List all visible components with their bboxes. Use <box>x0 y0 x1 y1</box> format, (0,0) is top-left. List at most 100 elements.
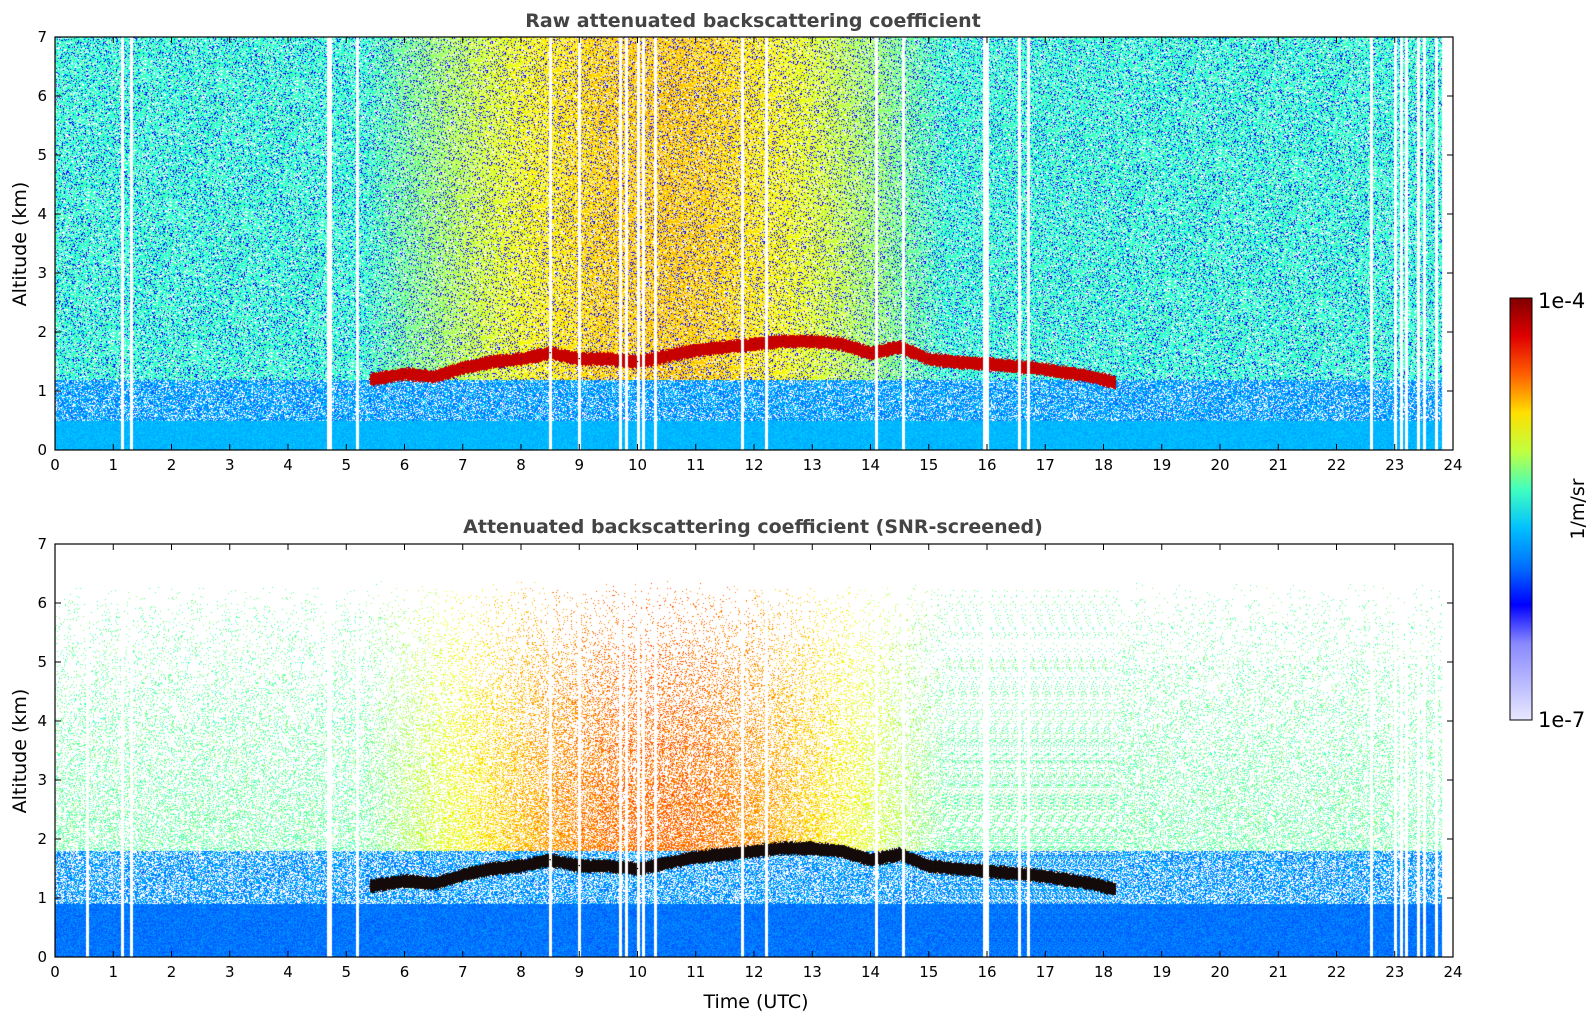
aerosol-layer-point-22 <box>1091 882 1093 885</box>
x-tick-label: 21 <box>1269 456 1288 474</box>
panel-2-aerosol-layer <box>368 847 1116 890</box>
y-tick-label: 3 <box>37 771 47 789</box>
x-tick-label: 22 <box>1327 963 1346 981</box>
aerosol-layer-point-12 <box>724 345 726 348</box>
y-tick-label: 0 <box>37 948 47 966</box>
aerosol-layer-point-16 <box>840 343 843 345</box>
y-tick-label: 2 <box>37 830 47 848</box>
y-tick-label: 2 <box>37 323 47 341</box>
aerosol-layer-point-8 <box>607 357 610 360</box>
x-tick-label: 22 <box>1327 456 1346 474</box>
x-tick-label: 12 <box>744 456 763 474</box>
x-tick-label: 1 <box>108 963 118 981</box>
x-tick-label: 9 <box>574 456 584 474</box>
aerosol-layer-point-13 <box>753 343 755 345</box>
x-tick-label: 16 <box>977 963 996 981</box>
x-tick-label: 14 <box>861 963 880 981</box>
panel-2-y-ticks: 0 1 2 3 4 5 6 7 <box>37 535 1453 966</box>
x-tick-label: 17 <box>1036 963 1055 981</box>
aerosol-layer-point-17 <box>869 858 872 861</box>
aerosol-layer-point-2 <box>432 375 435 378</box>
x-tick-label: 7 <box>458 963 468 981</box>
aerosol-layer-point-18 <box>898 345 901 348</box>
x-tick-label: 4 <box>283 456 293 474</box>
aerosol-layer-point-4 <box>491 867 493 870</box>
x-tick-label: 5 <box>341 963 351 981</box>
aerosol-layer-point-8 <box>607 864 610 867</box>
x-tick-label: 0 <box>50 963 60 981</box>
aerosol-layer-point-10 <box>665 354 668 357</box>
x-tick-label: 7 <box>458 456 468 474</box>
x-tick-label: 15 <box>919 963 938 981</box>
aerosol-layer-point-7 <box>578 864 581 867</box>
y-tick-label: 4 <box>37 205 47 223</box>
y-tick-label: 4 <box>37 712 47 730</box>
x-tick-label: 2 <box>167 456 177 474</box>
aerosol-layer-point-23 <box>1114 381 1116 383</box>
aerosol-layer-point-7 <box>578 357 581 360</box>
y-tick-label: 3 <box>37 264 47 282</box>
x-tick-label: 6 <box>400 963 410 981</box>
y-tick-label: 1 <box>37 889 47 907</box>
x-tick-label: 9 <box>574 963 584 981</box>
x-axis-label: Time (UTC) <box>702 991 808 1013</box>
x-tick-label: 18 <box>1094 456 1113 474</box>
aerosol-layer-point-0 <box>368 885 371 887</box>
panel-1-x-ticks: 0 1 2 3 4 5 6 7 8 9 10 11 12 13 14 15 16 17 18 19 20 21 22 23 24 <box>50 37 1463 474</box>
aerosol-layer-point-1 <box>403 879 406 882</box>
aerosol-layer-point-11 <box>694 348 697 351</box>
x-tick-label: 19 <box>1152 456 1171 474</box>
x-tick-label: 24 <box>1443 456 1462 474</box>
x-tick-label: 2 <box>167 963 177 981</box>
panel-raw: Raw attenuated backscattering coefficien… <box>9 10 1463 474</box>
y-tick-label: 0 <box>37 441 47 459</box>
x-tick-label: 20 <box>1210 963 1229 981</box>
panel-2-heatmap <box>55 544 1453 957</box>
aerosol-layer-point-5 <box>520 864 522 867</box>
aerosol-layer-point-11 <box>694 855 697 858</box>
aerosol-layer-point-18 <box>898 852 901 855</box>
y-tick-label: 6 <box>37 594 47 612</box>
x-tick-label: 24 <box>1443 963 1462 981</box>
aerosol-layer-point-16 <box>840 850 843 852</box>
x-tick-label: 12 <box>744 963 763 981</box>
panel-1-y-ticks: 0 1 2 3 4 5 6 7 <box>37 28 1453 459</box>
colorbar-min-label: 1e-7 <box>1538 708 1585 732</box>
x-tick-label: 10 <box>628 963 647 981</box>
x-tick-label: 15 <box>919 456 938 474</box>
x-tick-label: 13 <box>803 963 822 981</box>
panel-1-title: Raw attenuated backscattering coefficien… <box>525 10 981 32</box>
x-tick-label: 19 <box>1152 963 1171 981</box>
aerosol-layer-point-1 <box>403 372 406 375</box>
aerosol-layer-point-19 <box>927 864 930 867</box>
panel-2-title: Attenuated backscattering coefficient (S… <box>463 516 1043 538</box>
x-tick-label: 17 <box>1036 456 1055 474</box>
aerosol-layer-point-19 <box>927 357 930 360</box>
x-tick-label: 1 <box>108 456 118 474</box>
aerosol-layer-point-4 <box>491 360 493 363</box>
panel-2-x-ticks: 0 1 2 3 4 5 6 7 8 9 10 11 12 13 14 15 16 17 18 19 20 21 22 23 24 <box>50 544 1463 981</box>
x-tick-label: 6 <box>400 456 410 474</box>
x-tick-label: 18 <box>1094 963 1113 981</box>
x-tick-label: 20 <box>1210 456 1229 474</box>
x-tick-label: 3 <box>225 963 235 981</box>
panel-1-y-axis-label: Altitude (km) <box>9 182 31 307</box>
aerosol-layer-point-2 <box>432 882 435 885</box>
aerosol-layer-point-23 <box>1114 888 1116 890</box>
y-tick-label: 5 <box>37 653 47 671</box>
x-tick-label: 5 <box>341 456 351 474</box>
x-tick-label: 21 <box>1269 963 1288 981</box>
x-tick-label: 23 <box>1385 456 1404 474</box>
colorbar-max-label: 1e-4 <box>1538 289 1585 313</box>
y-tick-label: 1 <box>37 382 47 400</box>
aerosol-layer-point-21 <box>1032 366 1035 369</box>
colorbar: 1e-4 1e-7 1/m/sr <box>1509 289 1589 732</box>
aerosol-layer-point-20 <box>957 867 959 870</box>
aerosol-layer-point-14 <box>782 847 784 849</box>
aerosol-layer-point-12 <box>724 852 726 855</box>
panel-screened: Attenuated backscattering coefficient (S… <box>9 516 1463 1013</box>
x-tick-label: 13 <box>803 456 822 474</box>
aerosol-layer-point-3 <box>461 366 464 369</box>
x-tick-label: 8 <box>516 456 526 474</box>
